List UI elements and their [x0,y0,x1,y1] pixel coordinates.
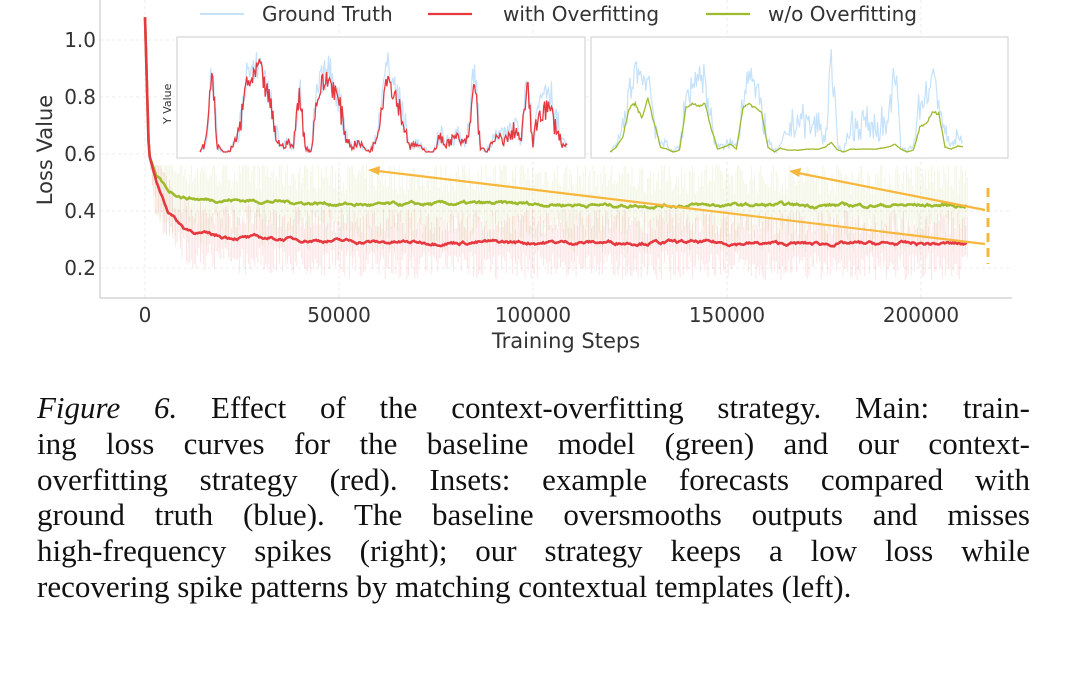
caption-line: recovering spike patterns by matching co… [37,568,852,604]
x-tick-labels: 0 50000 100000 150000 200000 [139,303,960,327]
y-tick-label: 0.6 [64,142,96,166]
legend-ground-truth: Ground Truth [262,2,393,26]
legend-with-overfitting: with Overfitting [503,2,659,26]
axes [99,0,1012,299]
y-tick-label: 0.8 [64,85,96,109]
loss-chart: 0 50000 100000 150000 200000 0.2 0.4 0.6 0.8 1.0… [33,0,1012,353]
caption-line: ground truth (blue). The baseline oversm… [37,497,1030,533]
y-axis-label: Loss Value [33,95,57,205]
inset-ground-truth-line [609,49,964,154]
x-axis-label: Training Steps [491,329,640,353]
caption-line: high-frequency spikes (right); our strat… [37,533,1030,569]
arrowhead [789,168,801,177]
legend-wo-overfitting: w/o Overfitting [768,2,917,26]
legend: Ground Truth with Overfitting w/o Overfi… [200,2,917,26]
y-tick-label: 0.2 [64,256,96,280]
inset-frame [590,36,1009,159]
caption-line: Figure 6. Effect of the context-overfitt… [37,390,1030,426]
y-tick-label: 0.4 [64,199,96,223]
caption-line: ing loss curves for the baseline model (… [37,425,1030,461]
x-tick-label: 150000 [689,303,765,327]
x-tick-label: 50000 [307,303,371,327]
line-with-overfitting [143,17,968,248]
x-tick-label: 100000 [495,303,571,327]
arrow-to-right-inset [797,171,986,212]
figure-label: Figure 6. [37,390,178,425]
line-wo-overfitting [143,17,968,210]
inset-prediction-line [199,58,568,154]
caption-line: overfitting strategy (red). Insets: exam… [37,461,1030,497]
arrow-to-left-inset [377,169,986,246]
inset-prediction-line [609,96,964,153]
smoothed-loss-lines [143,17,968,248]
inset-without-overfitting [590,36,1009,159]
caption-text: Effect of the context-overfitting strate… [177,390,1030,425]
inset-with-overfitting: Y Value [161,36,586,159]
y-tick-labels: 0.2 0.4 0.6 0.8 1.0 [64,28,96,280]
x-tick-label: 0 [139,303,152,327]
figure-caption: Figure 6. Effect of the context-overfitt… [37,390,1030,605]
y-tick-label: 1.0 [64,28,96,52]
x-tick-label: 200000 [883,303,959,327]
inset-y-label: Y Value [161,83,174,125]
arrowhead [368,166,380,175]
annotations [368,166,990,264]
